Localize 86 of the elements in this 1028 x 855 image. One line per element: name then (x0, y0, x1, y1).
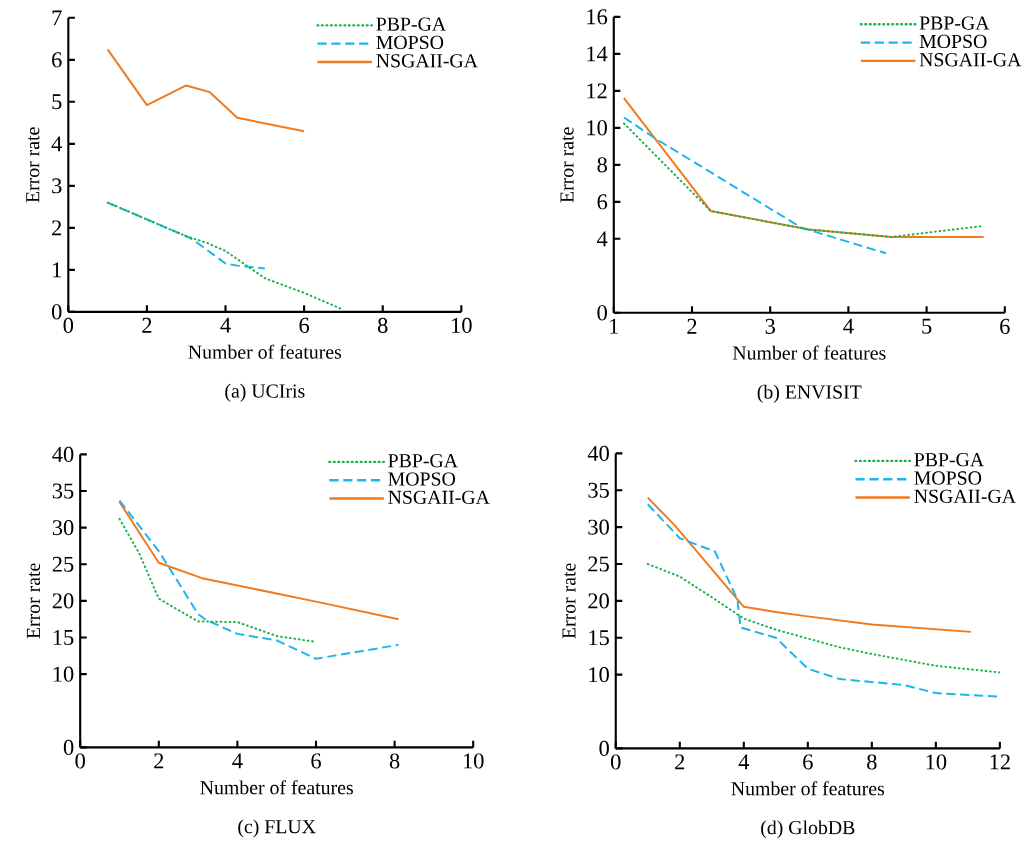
y-axis-title: Error rate (26, 127, 40, 203)
y-tick-label: 14 (587, 46, 608, 62)
x-tick-label: 2 (687, 318, 697, 334)
x-tick-label: 6 (311, 753, 321, 769)
text: (d) GlobDB (761, 820, 855, 839)
line-series (622, 97, 985, 238)
line-series (622, 116, 887, 255)
legend-label: MOPSO (919, 34, 987, 48)
x-tick-label: 12 (990, 754, 1010, 770)
y-tick-label: 35 (588, 482, 609, 498)
legend-label: MOPSO (914, 471, 982, 485)
legend-label: PBP-GA (388, 453, 458, 468)
y-tick-label: 10 (589, 666, 609, 683)
y-tick-label: 4 (51, 136, 62, 152)
y-tick-label: 25 (52, 556, 74, 572)
x-tick-label: 4 (220, 317, 231, 333)
x-tick-label: 8 (377, 317, 388, 333)
y-tick-label: 30 (52, 519, 74, 536)
text: (c) FLUX (238, 819, 316, 838)
x-tick-label: 10 (926, 754, 947, 770)
x-axis-title: Number of features (732, 345, 886, 360)
x-tick-label: 8 (867, 754, 877, 770)
x-tick-label: 1 (610, 318, 619, 334)
y-tick-label: 1 (53, 262, 61, 278)
x-tick-label: 2 (675, 754, 685, 770)
line-series (106, 201, 266, 270)
y-axis-title: Error rate (562, 563, 576, 639)
y-tick-label: 10 (53, 666, 74, 682)
x-tick-label: 6 (299, 317, 310, 333)
y-tick-label: 35 (52, 483, 74, 499)
legend-label: PBP-GA (919, 16, 990, 30)
x-axis-title: Number of features (188, 344, 342, 359)
legend-label: NSGAII-GA (376, 53, 478, 68)
line-series (118, 517, 317, 643)
y-tick-label: 0 (599, 740, 609, 756)
y-tick-label: 0 (63, 739, 74, 755)
y-tick-label: 40 (587, 445, 609, 461)
y-tick-label: 40 (52, 446, 74, 462)
y-tick-label: 2 (52, 220, 62, 236)
text: (b) ENVISIT (757, 384, 862, 403)
x-tick-label: 2 (154, 753, 164, 769)
x-tick-label: 10 (463, 753, 484, 769)
legend-label: NSGAII-GA (388, 490, 490, 504)
legend-label: MOPSO (388, 472, 456, 486)
text: (a) UCIris (225, 383, 305, 402)
y-tick-label: 4 (597, 231, 608, 247)
x-axis-title: Number of features (200, 780, 353, 795)
x-tick-label: 4 (232, 753, 243, 768)
x-tick-label: 6 (803, 754, 813, 770)
y-tick-label: 0 (51, 304, 62, 320)
y-tick-label: 20 (588, 593, 609, 609)
y-tick-label: 6 (52, 52, 62, 68)
y-axis-title: Error rate (26, 563, 41, 639)
legend-label: NSGAII-GA (914, 489, 1016, 503)
y-tick-label: 20 (52, 593, 74, 609)
x-tick-label: 8 (389, 753, 400, 769)
legend-label: PBP-GA (914, 452, 985, 467)
y-tick-label: 3 (52, 178, 62, 194)
y-tick-label: 25 (588, 556, 609, 572)
x-tick-label: 10 (452, 317, 472, 333)
y-tick-label: 0 (597, 305, 607, 321)
y-tick-label: 12 (587, 83, 607, 99)
y-tick-label: 7 (52, 10, 62, 26)
y-tick-label: 5 (52, 94, 62, 110)
y-tick-label: 6 (597, 194, 608, 210)
line-series (106, 48, 306, 133)
x-axis-title: Number of features (731, 781, 885, 796)
legend-label: MOPSO (376, 35, 444, 49)
x-tick-label: 5 (922, 318, 932, 334)
x-tick-label: 4 (738, 754, 750, 769)
legend-label: NSGAII-GA (919, 52, 1022, 67)
y-tick-label: 16 (587, 9, 608, 25)
x-tick-label: 2 (142, 317, 152, 333)
legend-label: PBP-GA (376, 17, 447, 31)
y-axis-title: Error rate (560, 127, 574, 203)
x-tick-label: 3 (765, 318, 775, 334)
x-tick-label: 0 (611, 754, 621, 770)
y-tick-label: 30 (588, 519, 609, 535)
y-tick-label: 15 (589, 630, 609, 646)
line-series (646, 562, 1000, 674)
y-tick-label: 15 (53, 629, 74, 645)
x-tick-label: 6 (1000, 318, 1010, 334)
x-tick-label: 0 (75, 753, 85, 769)
y-tick-label: 10 (587, 120, 607, 136)
x-tick-label: 4 (843, 318, 854, 334)
y-tick-label: 8 (597, 157, 607, 173)
